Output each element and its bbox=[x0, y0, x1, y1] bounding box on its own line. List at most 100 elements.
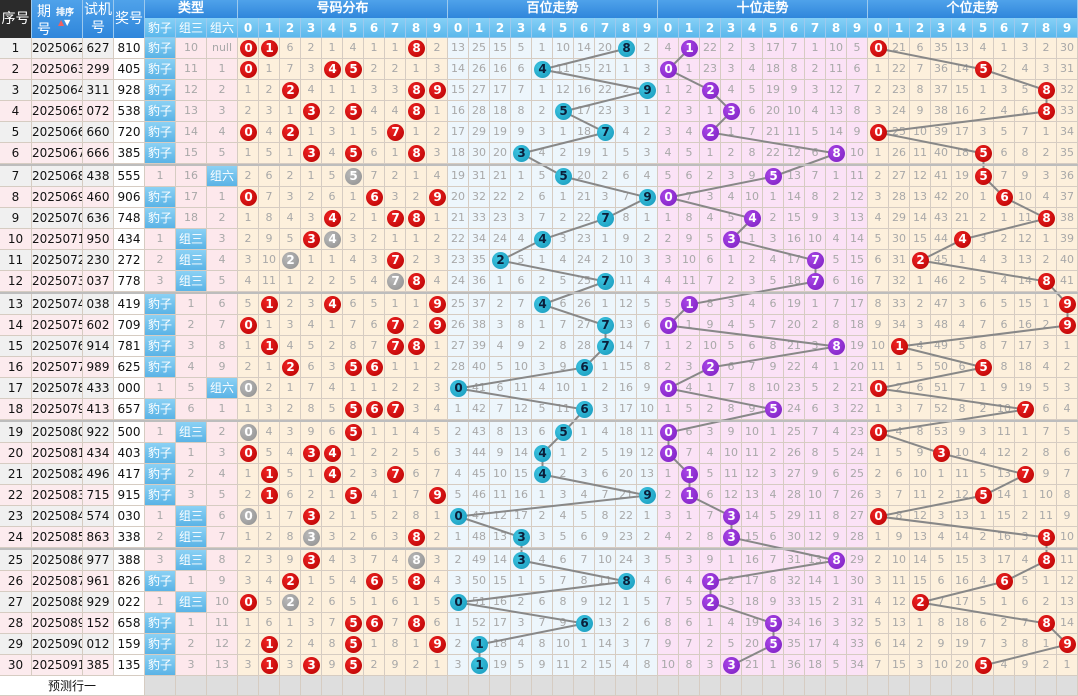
tens-miss-count: 2 bbox=[700, 634, 721, 655]
predict-cell[interactable] bbox=[511, 676, 532, 696]
tens-hit-cell: 0 bbox=[658, 422, 679, 443]
predict-cell[interactable] bbox=[763, 676, 784, 696]
header-period[interactable]: 期 号 排序 ▲▼ bbox=[32, 0, 83, 38]
predict-cell[interactable] bbox=[322, 676, 343, 696]
predict-cell[interactable] bbox=[637, 676, 658, 696]
row-seq: 23 bbox=[0, 506, 32, 527]
predict-cell[interactable] bbox=[364, 676, 385, 696]
predict-cell[interactable] bbox=[910, 676, 931, 696]
predict-cell[interactable] bbox=[805, 676, 826, 696]
predict-cell[interactable] bbox=[145, 676, 176, 696]
sort-label[interactable]: 排序 bbox=[56, 8, 75, 18]
distribution-hit-cell: 5 bbox=[343, 101, 364, 122]
predict-cell[interactable] bbox=[553, 676, 574, 696]
units-miss-count: 8 bbox=[952, 399, 973, 420]
predict-cell[interactable] bbox=[931, 676, 952, 696]
predict-cell[interactable] bbox=[301, 676, 322, 696]
units-hit-ball: 8 bbox=[1038, 103, 1055, 120]
predict-cell[interactable] bbox=[721, 676, 742, 696]
type-miss-count: 2 bbox=[207, 208, 238, 229]
tens-miss-count: 7 bbox=[826, 485, 847, 506]
predict-cell[interactable] bbox=[826, 676, 847, 696]
hundreds-miss-count: 2 bbox=[532, 506, 553, 527]
distribution-miss-count: 6 bbox=[343, 294, 364, 315]
distribution-miss-count: 4 bbox=[259, 422, 280, 443]
distribution-header-digit-2: 2 bbox=[280, 18, 301, 38]
predict-cell[interactable] bbox=[700, 676, 721, 696]
hundreds-miss-count: 5 bbox=[532, 166, 553, 187]
units-miss-count: 10 bbox=[994, 399, 1015, 420]
predict-cell[interactable] bbox=[574, 676, 595, 696]
predict-cell[interactable] bbox=[427, 676, 448, 696]
tens-miss-count: 6 bbox=[805, 399, 826, 420]
predict-cell[interactable] bbox=[679, 676, 700, 696]
distribution-hit-ball: 8 bbox=[408, 40, 425, 57]
hundreds-hit-ball: 7 bbox=[597, 338, 614, 355]
predict-cell[interactable] bbox=[742, 676, 763, 696]
units-miss-count: 46 bbox=[931, 271, 952, 292]
predict-cell[interactable] bbox=[490, 676, 511, 696]
predict-cell[interactable] bbox=[616, 676, 637, 696]
distribution-miss-count: 1 bbox=[364, 422, 385, 443]
predict-cell[interactable] bbox=[952, 676, 973, 696]
predict-cell[interactable] bbox=[385, 676, 406, 696]
tens-miss-count: 6 bbox=[679, 613, 700, 634]
type-miss-count: 4 bbox=[207, 122, 238, 143]
units-miss-count: 7 bbox=[868, 655, 889, 676]
row-test-number: 438 bbox=[83, 166, 114, 187]
predict-cell[interactable] bbox=[280, 676, 301, 696]
predict-cell[interactable] bbox=[532, 676, 553, 696]
predict-cell[interactable] bbox=[595, 676, 616, 696]
predict-cell[interactable] bbox=[847, 676, 868, 696]
predict-cell[interactable] bbox=[406, 676, 427, 696]
distribution-header-digit-9: 9 bbox=[427, 18, 448, 38]
row-seq: 13 bbox=[0, 294, 32, 315]
predict-cell[interactable] bbox=[238, 676, 259, 696]
predict-cell[interactable] bbox=[343, 676, 364, 696]
predict-cell[interactable] bbox=[1036, 676, 1057, 696]
predict-cell[interactable] bbox=[1015, 676, 1036, 696]
distribution-miss-count: 1 bbox=[343, 122, 364, 143]
distribution-miss-count: 2 bbox=[301, 592, 322, 613]
units-miss-count: 9 bbox=[931, 634, 952, 655]
predict-cell[interactable] bbox=[448, 676, 469, 696]
predict-cell[interactable] bbox=[176, 676, 207, 696]
predict-cell[interactable] bbox=[994, 676, 1015, 696]
units-miss-count: 25 bbox=[889, 122, 910, 143]
hundreds-hit-cell: 7 bbox=[595, 271, 616, 292]
distribution-miss-count: 2 bbox=[322, 506, 343, 527]
hundreds-miss-count: 29 bbox=[469, 122, 490, 143]
units-miss-count: 7 bbox=[994, 166, 1015, 187]
units-miss-count: 6 bbox=[868, 634, 889, 655]
predict-cell[interactable] bbox=[1057, 676, 1078, 696]
predict-cell[interactable] bbox=[973, 676, 994, 696]
distribution-hit-cell: 1 bbox=[259, 485, 280, 506]
distribution-miss-count: 7 bbox=[385, 613, 406, 634]
hundreds-miss-count: 7 bbox=[511, 294, 532, 315]
predict-cell[interactable] bbox=[259, 676, 280, 696]
tens-miss-count: 10 bbox=[763, 378, 784, 399]
tens-miss-count: 11 bbox=[805, 506, 826, 527]
distribution-hit-cell: 8 bbox=[406, 38, 427, 59]
distribution-miss-count: 7 bbox=[427, 464, 448, 485]
distribution-miss-count: 3 bbox=[280, 655, 301, 676]
hundreds-hit-ball: 8 bbox=[618, 40, 635, 57]
row-seq: 18 bbox=[0, 399, 32, 420]
hundreds-miss-count: 6 bbox=[490, 378, 511, 399]
predict-cell[interactable] bbox=[868, 676, 889, 696]
units-miss-count: 13 bbox=[910, 527, 931, 548]
predict-cell[interactable] bbox=[207, 676, 238, 696]
predict-cell[interactable] bbox=[658, 676, 679, 696]
tens-miss-count: 5 bbox=[721, 634, 742, 655]
hundreds-miss-count: 4 bbox=[616, 655, 637, 676]
predict-cell[interactable] bbox=[469, 676, 490, 696]
tens-miss-count: 2 bbox=[763, 443, 784, 464]
sort-up-down-icon[interactable]: ▲▼ bbox=[58, 18, 71, 27]
hundreds-miss-count: 6 bbox=[511, 271, 532, 292]
hundreds-miss-count: 4 bbox=[637, 166, 658, 187]
distribution-miss-count: 4 bbox=[301, 315, 322, 336]
distribution-hit-cell: 5 bbox=[343, 143, 364, 164]
predict-cell[interactable] bbox=[784, 676, 805, 696]
hundreds-miss-count: 14 bbox=[448, 59, 469, 80]
predict-cell[interactable] bbox=[889, 676, 910, 696]
